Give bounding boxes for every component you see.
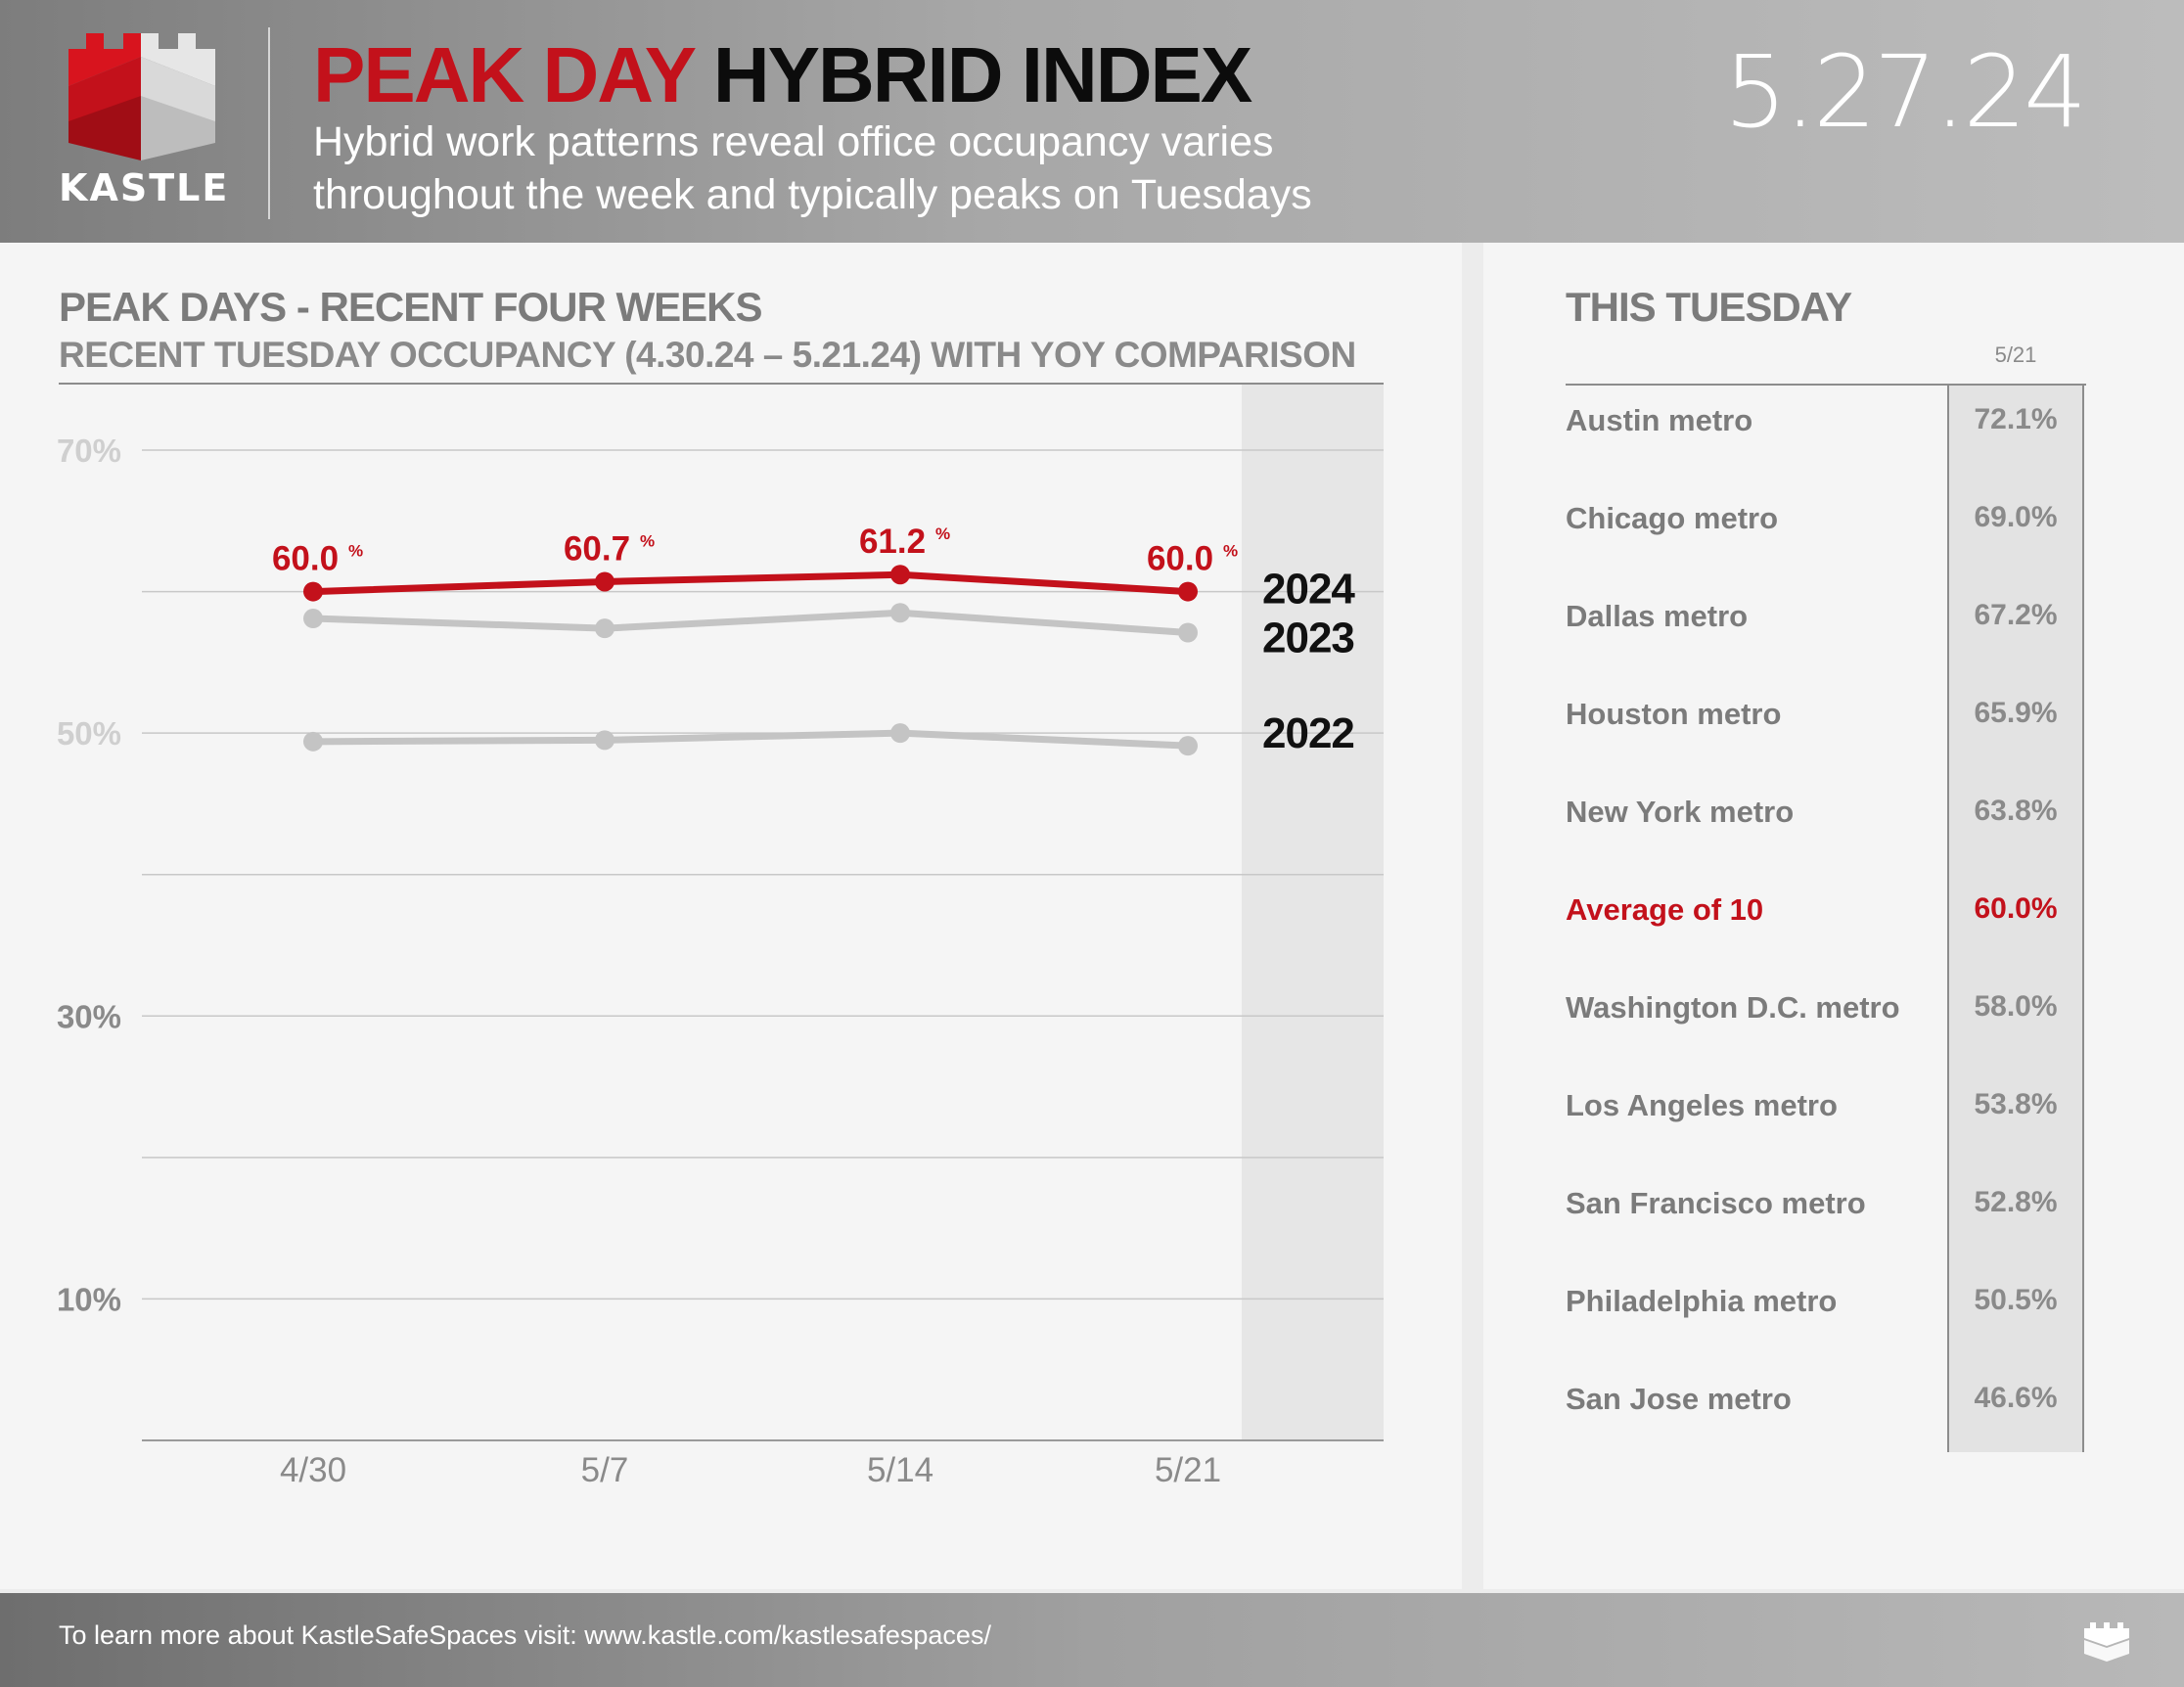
castle-icon (2084, 1622, 2129, 1662)
metro-name: Los Angeles metro (1566, 1088, 1838, 1122)
metro-value: 53.8% (1974, 1088, 2058, 1120)
data-label-suffix: % (935, 524, 950, 543)
data-point-2024 (1178, 581, 1198, 602)
data-label-suffix: % (640, 531, 655, 550)
subtitle-line-1: Hybrid work patterns reveal office occup… (313, 118, 1274, 165)
data-point-2022 (1178, 736, 1198, 756)
table-row: Austin metro 72.1% (1566, 403, 2086, 462)
table-row: Average of 10 60.0% (1566, 892, 2086, 951)
x-tick-label: 5/7 (581, 1451, 629, 1489)
table-column-header: 5/21 (1994, 342, 2037, 367)
data-label-2024: 60.0 (272, 540, 339, 578)
header-divider (268, 27, 270, 219)
data-point-2022 (595, 730, 614, 751)
data-point-2024 (303, 581, 323, 602)
table-row: New York metro 63.8% (1566, 795, 2086, 853)
table-header-rule (1566, 384, 2086, 386)
table-row: Dallas metro 67.2% (1566, 599, 2086, 658)
series-line-2023 (309, 609, 1192, 636)
data-point-2023 (890, 603, 910, 623)
chart-panel (0, 243, 1462, 1589)
series-label-2023: 2023 (1262, 614, 1354, 661)
table-value-column (1947, 386, 2084, 1452)
data-point-2022 (303, 731, 323, 752)
metro-name: Washington D.C. metro (1566, 990, 1900, 1025)
data-point-2023 (303, 609, 323, 629)
series-line-2022 (309, 729, 1192, 750)
chart-subtitle: RECENT TUESDAY OCCUPANCY (4.30.24 – 5.21… (59, 335, 1356, 375)
subtitle-line-2: throughout the week and typically peaks … (313, 171, 1312, 218)
series-label-2022: 2022 (1262, 709, 1354, 757)
title-black-part: HYBRID INDEX (712, 31, 1252, 118)
page-subtitle: Hybrid work patterns reveal office occup… (313, 115, 1487, 221)
metro-value: 60.0% (1974, 892, 2058, 925)
header-bar: KASTLE PEAK DAY HYBRID INDEX Hybrid work… (0, 0, 2184, 243)
title-red-part: PEAK DAY (313, 31, 696, 118)
y-tick-label: 50% (57, 715, 121, 752)
chart-title: PEAK DAYS - RECENT FOUR WEEKS (59, 284, 763, 330)
data-point-2023 (1178, 622, 1198, 643)
kastle-logo[interactable]: KASTLE (59, 27, 230, 213)
metro-value: 46.6% (1974, 1382, 2058, 1414)
data-label-suffix: % (348, 542, 363, 561)
table-title: THIS TUESDAY (1566, 284, 1852, 330)
table-row: Philadelphia metro 50.5% (1566, 1284, 2086, 1343)
castle-icon (68, 33, 215, 160)
data-point-2024 (595, 571, 614, 592)
metro-name: Dallas metro (1566, 599, 1749, 633)
metro-value: 67.2% (1974, 599, 2058, 631)
metro-value: 50.5% (1974, 1284, 2058, 1316)
footer-link-text[interactable]: To learn more about KastleSafeSpaces vis… (59, 1620, 991, 1650)
x-tick-label: 5/14 (867, 1451, 933, 1489)
metro-name: New York metro (1566, 795, 1795, 829)
metro-name: Austin metro (1566, 403, 1753, 437)
page-title: PEAK DAY HYBRID INDEX (313, 31, 1252, 119)
table-row: San Jose metro 46.6% (1566, 1382, 2086, 1440)
data-point-2022 (890, 723, 910, 744)
y-tick-label: 30% (57, 998, 121, 1034)
metro-value: 69.0% (1974, 501, 2058, 533)
table-row: Houston metro 65.9% (1566, 697, 2086, 755)
x-tick-label: 4/30 (280, 1451, 346, 1489)
table-row: Washington D.C. metro 58.0% (1566, 990, 2086, 1049)
series-label-2024: 2024 (1262, 566, 1355, 614)
data-label-2024: 60.0 (1147, 540, 1213, 578)
table-row: San Francisco metro 52.8% (1566, 1186, 2086, 1245)
table-row: Los Angeles metro 53.8% (1566, 1088, 2086, 1147)
logo-text: KASTLE (59, 166, 230, 209)
data-point-2023 (595, 618, 614, 639)
metro-value: 72.1% (1974, 403, 2058, 435)
data-label-suffix: % (1223, 542, 1238, 561)
footer-bar: To learn more about KastleSafeSpaces vis… (0, 1593, 2184, 1687)
metro-name: Average of 10 (1566, 892, 1764, 927)
metro-name: Philadelphia metro (1566, 1284, 1838, 1318)
metro-value: 63.8% (1974, 795, 2058, 827)
data-point-2024 (890, 565, 910, 585)
metro-name: San Jose metro (1566, 1382, 1792, 1416)
metro-name: Houston metro (1566, 697, 1782, 731)
metro-value: 52.8% (1974, 1186, 2058, 1218)
metro-value: 65.9% (1974, 697, 2058, 729)
metro-value: 58.0% (1974, 990, 2058, 1023)
data-label-2024: 61.2 (859, 523, 926, 561)
metro-name: Chicago metro (1566, 501, 1779, 535)
y-tick-label: 10% (57, 1281, 121, 1317)
highlight-band (1242, 384, 1384, 1440)
x-tick-label: 5/21 (1155, 1451, 1221, 1489)
series-line-2024 (309, 570, 1192, 596)
table-row: Chicago metro 69.0% (1566, 501, 2086, 560)
data-label-2024: 60.7 (564, 529, 630, 568)
metro-name: San Francisco metro (1566, 1186, 1866, 1220)
y-tick-label: 70% (57, 433, 121, 469)
report-date: 5.27.24 (1723, 34, 2087, 151)
